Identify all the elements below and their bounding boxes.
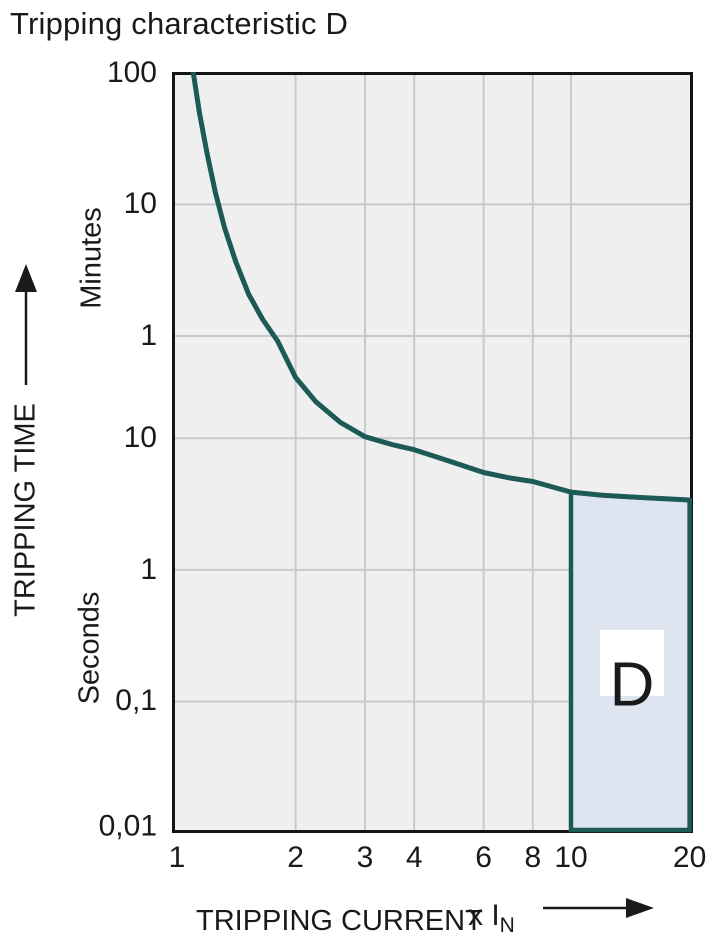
x-tick-label: 6 xyxy=(475,841,492,874)
x-tick-label: 4 xyxy=(405,841,423,874)
x-tick-label: 20 xyxy=(672,841,707,874)
y-tick-label: 1 xyxy=(140,552,157,586)
x-tick-label: 10 xyxy=(554,841,588,874)
plot-border xyxy=(172,72,693,833)
x-tick-label: 8 xyxy=(524,841,542,874)
y-tick-label: 100 xyxy=(106,55,157,89)
region-d-label: D xyxy=(610,651,655,720)
x-axis-multiplier-text: x I xyxy=(468,899,500,932)
x-axis-arrow-icon xyxy=(543,898,654,918)
y-axis-unit-seconds: Seconds xyxy=(73,591,106,705)
page-title: Tripping characteristic D xyxy=(10,6,349,41)
y-axis-title: TRIPPING TIME xyxy=(9,403,42,617)
y-tick-label: 10 xyxy=(123,421,157,455)
plot-area: D xyxy=(172,72,693,833)
x-axis-title: TRIPPING CURRENT xyxy=(196,905,483,937)
y-tick-label: 0,1 xyxy=(115,684,157,718)
y-axis-unit-minutes: Minutes xyxy=(75,207,108,309)
x-tick-label: 1 xyxy=(168,841,186,874)
x-axis-multiplier: x IN xyxy=(468,899,515,938)
plot-svg: D xyxy=(172,72,693,833)
x-axis-multiplier-sub: N xyxy=(499,914,515,937)
gridlines xyxy=(175,75,690,830)
y-tick-label: 0,01 xyxy=(98,809,157,843)
region-d-label-box xyxy=(600,630,664,696)
y-tick-label: 10 xyxy=(123,187,157,221)
tripping-curve xyxy=(190,72,693,503)
y-axis-arrow-icon xyxy=(15,264,37,385)
x-tick-label: 3 xyxy=(356,841,374,874)
y-tick-label: 1 xyxy=(140,318,157,352)
x-tick-label: 2 xyxy=(287,841,304,874)
